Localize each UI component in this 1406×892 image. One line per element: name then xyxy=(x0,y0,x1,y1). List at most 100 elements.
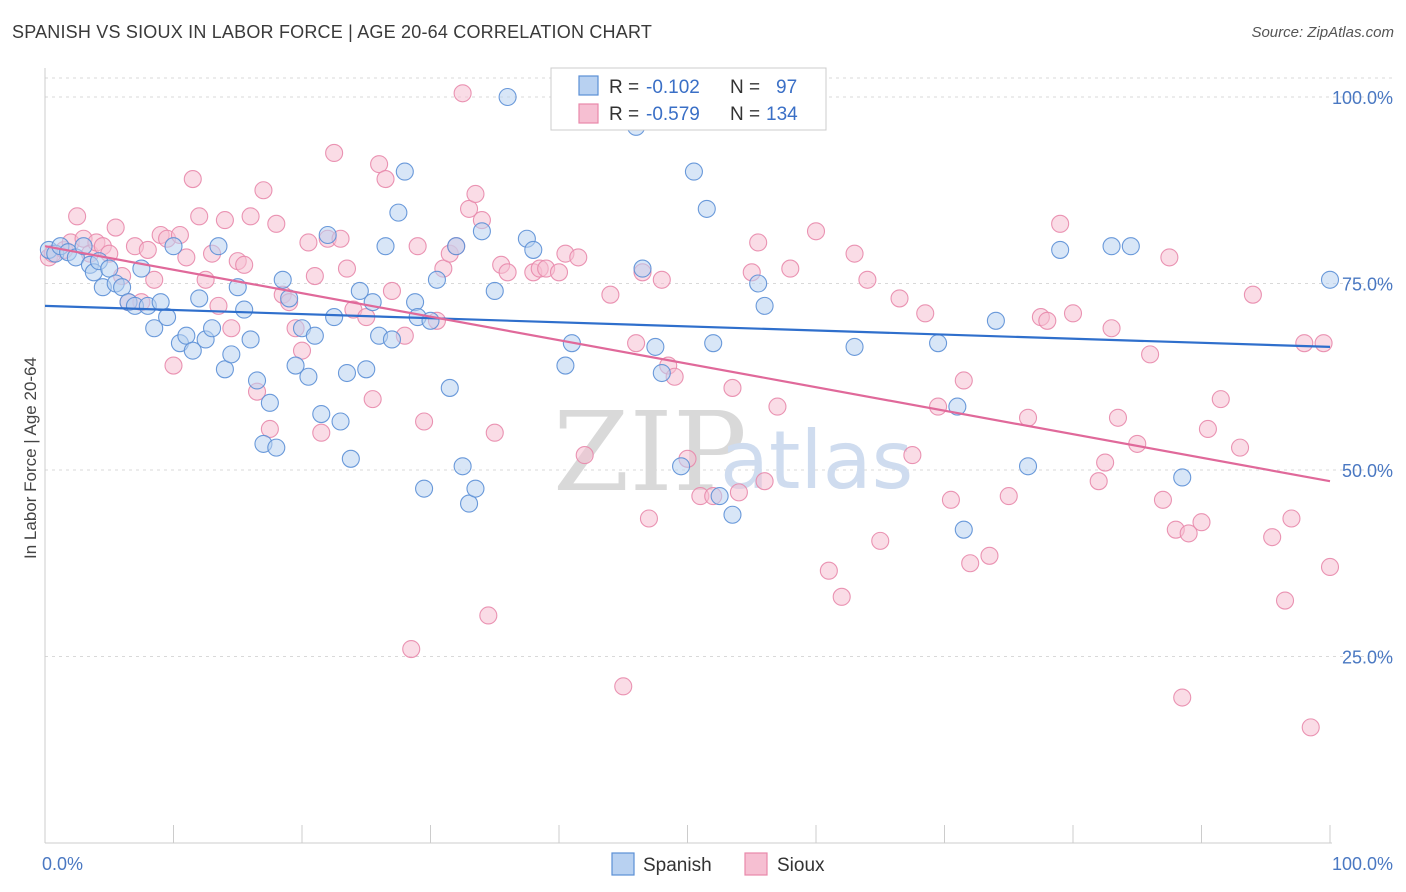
legend-r-label-sioux: R = xyxy=(609,104,639,125)
sioux-point xyxy=(415,412,434,431)
legend-r-value-spanish: -0.102 xyxy=(646,77,700,98)
sioux-point xyxy=(408,237,427,256)
spanish-point xyxy=(350,281,369,301)
sioux-point xyxy=(1018,408,1038,427)
sioux-point xyxy=(1243,285,1262,304)
spanish-point xyxy=(697,199,716,218)
sioux-point xyxy=(858,270,877,289)
spanish-point xyxy=(556,356,575,375)
spanish-point xyxy=(158,308,177,327)
sioux-point xyxy=(768,397,787,416)
sioux-point xyxy=(1314,334,1333,353)
sioux-point xyxy=(1108,408,1128,427)
sioux-point xyxy=(68,207,87,226)
sioux-point xyxy=(575,446,594,465)
spanish-point xyxy=(723,505,742,524)
sioux-point xyxy=(1320,557,1340,577)
sioux-point xyxy=(961,554,980,573)
sioux-point xyxy=(832,587,851,606)
spanish-point xyxy=(710,487,729,506)
spanish-point xyxy=(331,412,350,431)
sioux-point xyxy=(1141,345,1160,364)
watermark-atlas: atlas xyxy=(720,414,913,507)
spanish-point xyxy=(1173,468,1192,487)
sioux-point xyxy=(138,240,157,259)
sioux-point xyxy=(382,281,402,301)
y-axis-label: In Labor Force | Age 20-64 xyxy=(21,357,40,559)
x-tick-label-max: 100.0% xyxy=(1332,854,1393,874)
sioux-point xyxy=(1231,438,1250,457)
sioux-point xyxy=(627,334,646,353)
sioux-point xyxy=(1275,591,1295,610)
sioux-point xyxy=(183,170,202,189)
sioux-point xyxy=(209,296,228,315)
sioux-point xyxy=(337,259,357,278)
sioux-point xyxy=(1038,311,1057,330)
sioux-point xyxy=(980,546,999,565)
sioux-point xyxy=(549,263,569,282)
spanish-point xyxy=(485,281,504,301)
sioux-point xyxy=(652,270,671,289)
legend-n-value-spanish: 97 xyxy=(776,77,797,98)
spanish-point xyxy=(376,237,395,256)
sioux-point xyxy=(999,487,1018,506)
spanish-point xyxy=(145,319,164,338)
sioux-point xyxy=(916,304,935,323)
sioux-point xyxy=(781,259,800,278)
legend-swatch-sioux xyxy=(578,103,599,124)
spanish-point xyxy=(459,494,479,513)
spanish-point xyxy=(235,300,254,319)
spanish-point xyxy=(215,360,234,379)
spanish-point xyxy=(1102,237,1121,256)
sioux-trend-line xyxy=(44,245,1331,483)
spanish-point xyxy=(177,326,196,345)
sioux-point xyxy=(325,143,344,162)
sioux-point xyxy=(1263,528,1282,547)
spanish-point xyxy=(100,259,119,278)
spanish-point xyxy=(183,341,202,360)
sioux-point xyxy=(639,509,659,528)
spanish-point xyxy=(341,449,360,468)
chart-title: SPANISH VS SIOUX IN LABOR FORCE | AGE 20… xyxy=(12,22,653,42)
sioux-point xyxy=(222,319,241,338)
sioux-point xyxy=(1089,472,1108,491)
spanish-point xyxy=(453,457,472,476)
spanish-point xyxy=(749,274,768,293)
sioux-point xyxy=(260,419,279,439)
sioux-point xyxy=(1198,419,1217,439)
spanish-point xyxy=(929,334,948,353)
sioux-point xyxy=(845,244,864,263)
y-tick-label: 50.0% xyxy=(1342,461,1393,481)
grid-lines: 25.0% 50.0% 75.0% 100.0% xyxy=(45,77,1395,668)
sioux-point xyxy=(267,214,286,233)
sioux-point xyxy=(363,390,382,409)
bottom-legend-swatch-sioux xyxy=(744,852,768,876)
spanish-point xyxy=(440,378,459,397)
sioux-point xyxy=(1153,490,1172,509)
sioux-point xyxy=(190,207,209,226)
sioux-point xyxy=(1160,248,1179,267)
x-tick-label-min: 0.0% xyxy=(42,854,83,874)
sioux-point xyxy=(299,233,318,252)
spanish-point xyxy=(447,237,466,256)
sioux-point xyxy=(1063,304,1083,323)
sioux-point xyxy=(929,397,948,416)
spanish-point xyxy=(652,363,671,383)
sioux-point xyxy=(235,255,254,274)
spanish-point xyxy=(299,367,318,386)
spanish-trend-line xyxy=(44,304,1331,349)
sioux-point xyxy=(164,356,183,375)
spanish-point xyxy=(74,237,93,256)
sioux-point xyxy=(466,184,485,204)
spanish-point xyxy=(286,356,305,375)
legend-n-label-sioux: N = xyxy=(730,104,760,125)
spanish-point xyxy=(466,479,485,498)
sioux-point xyxy=(145,270,164,289)
bottom-legend-label-spanish: Spanish xyxy=(643,855,712,876)
spanish-point xyxy=(395,162,414,181)
stats-legend: R = -0.102 N = 97 R = -0.579 N = 134 xyxy=(550,67,827,131)
spanish-point xyxy=(704,334,723,353)
sioux-point xyxy=(941,490,960,509)
sioux-point xyxy=(1179,524,1198,543)
